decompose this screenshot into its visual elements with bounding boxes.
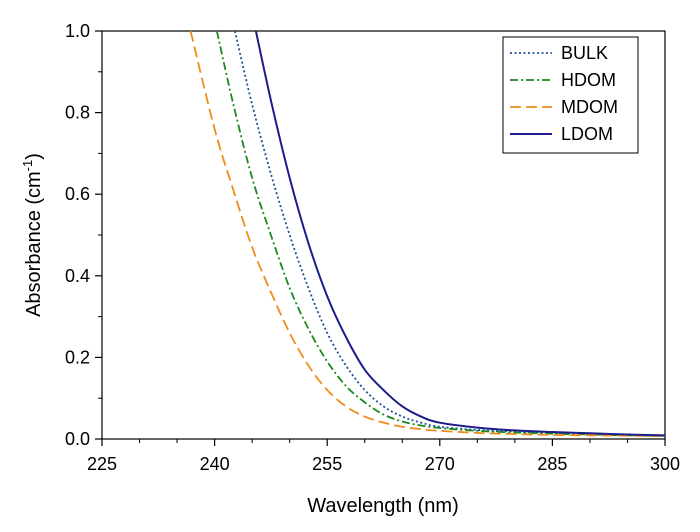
- series-line-bulk: [233, 30, 666, 437]
- x-axis-title: Wavelength (nm): [307, 495, 459, 517]
- y-tick-label: 1.0: [65, 21, 90, 41]
- x-axis-ticks: 225 240 255 270 285 300: [87, 439, 680, 474]
- y-axis-ticks: 0.0 0.2 0.4 0.6 0.8 1.0: [65, 21, 102, 449]
- legend-label-bulk: BULK: [561, 43, 608, 63]
- x-tick-label: 240: [200, 454, 230, 474]
- x-tick-label: 270: [425, 454, 455, 474]
- x-tick-label: 225: [87, 454, 117, 474]
- series-lines: [189, 30, 666, 438]
- series-line-mdom: [189, 30, 666, 438]
- legend-label-hdom: HDOM: [561, 70, 616, 90]
- y-axis-title-end: ): [23, 153, 45, 160]
- x-tick-label: 285: [537, 454, 567, 474]
- y-axis-title: Absorbance (cm-1): [20, 153, 45, 317]
- y-axis-title-superscript: -1: [20, 160, 35, 172]
- y-tick-label: 0.2: [65, 347, 90, 367]
- y-tick-label: 0.4: [65, 266, 90, 286]
- x-tick-label: 255: [312, 454, 342, 474]
- y-tick-label: 0.6: [65, 184, 90, 204]
- legend-label-mdom: MDOM: [561, 97, 618, 117]
- y-axis-title-base: Absorbance (cm: [23, 171, 45, 317]
- series-line-ldom: [254, 30, 666, 437]
- legend-label-ldom: LDOM: [561, 124, 613, 144]
- legend: BULK HDOM MDOM LDOM: [502, 36, 639, 154]
- y-tick-label: 0.8: [65, 103, 90, 123]
- x-tick-label: 300: [650, 454, 680, 474]
- series-line-hdom: [215, 30, 666, 437]
- y-tick-label: 0.0: [65, 429, 90, 449]
